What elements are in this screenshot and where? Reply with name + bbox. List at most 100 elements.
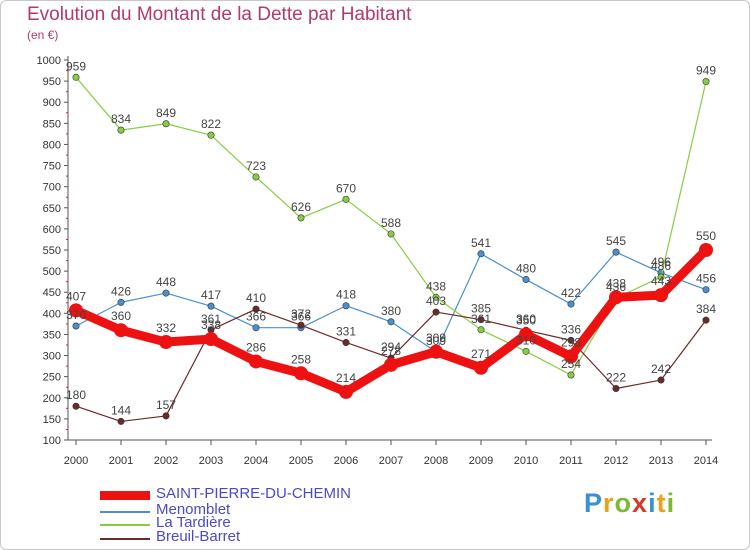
data-label-menomblet: 380 [381, 304, 401, 318]
data-point-menomblet [702, 286, 710, 294]
data-label-saint-pierre-du-chemin: 443 [651, 274, 671, 288]
data-label-menomblet: 545 [606, 234, 626, 248]
data-point-menomblet [387, 318, 395, 326]
y-tick-label: 250 [43, 372, 61, 384]
legend-swatch-breuil-barret [100, 538, 150, 540]
x-tick-label: 2003 [199, 455, 223, 467]
legend-label-menomblet: Menomblet [156, 501, 231, 518]
data-label-la-tardi-re: 834 [111, 112, 131, 126]
data-label-la-tardi-re: 822 [201, 117, 221, 131]
data-point-breuil-barret [252, 305, 260, 313]
y-tick-label: 700 [43, 182, 61, 194]
data-point-menomblet [117, 298, 125, 306]
legend-label-saint-pierre: SAINT-PIERRE-DU-CHEMIN [156, 485, 352, 502]
x-tick-label: 2001 [109, 455, 133, 467]
y-tick-label: 1000 [37, 55, 61, 67]
data-label-saint-pierre-du-chemin: 258 [291, 352, 311, 366]
y-tick-label: 850 [43, 118, 61, 130]
data-label-saint-pierre-du-chemin: 298 [561, 335, 581, 349]
data-label-menomblet: 480 [516, 262, 536, 276]
data-point-saint-pierre-du-chemin [69, 303, 83, 318]
x-tick-label: 2011 [559, 455, 583, 467]
data-point-la-tardi-re [117, 126, 125, 134]
data-point-la-tardi-re [522, 347, 530, 355]
y-tick-label: 500 [43, 266, 61, 278]
y-tick-label: 150 [43, 414, 61, 426]
data-point-la-tardi-re [702, 78, 710, 86]
x-tick-label: 2014 [694, 455, 718, 467]
y-tick-label: 550 [43, 245, 61, 257]
data-point-breuil-barret [297, 321, 305, 329]
data-point-saint-pierre-du-chemin [384, 357, 398, 372]
chart-series [69, 73, 713, 425]
data-label-saint-pierre-du-chemin: 338 [201, 318, 221, 332]
data-label-saint-pierre-du-chemin: 271 [471, 347, 491, 361]
data-label-la-tardi-re: 436 [606, 280, 626, 294]
y-tick-label: 350 [43, 329, 61, 341]
data-label-saint-pierre-du-chemin: 214 [336, 371, 356, 385]
data-label-breuil-barret: 360 [516, 312, 536, 326]
proxiti-logo: Proxiti [584, 488, 675, 519]
data-point-breuil-barret [162, 412, 170, 420]
data-label-breuil-barret: 410 [246, 291, 266, 305]
data-point-la-tardi-re [207, 131, 215, 139]
data-point-saint-pierre-du-chemin [564, 349, 578, 364]
data-point-menomblet [252, 324, 260, 332]
x-tick-label: 2013 [649, 455, 673, 467]
y-tick-label: 600 [43, 224, 61, 236]
data-label-la-tardi-re: 588 [381, 216, 401, 230]
data-point-menomblet [477, 250, 485, 258]
data-label-la-tardi-re: 723 [246, 159, 266, 173]
data-label-menomblet: 418 [336, 288, 356, 302]
data-label-la-tardi-re: 254 [561, 357, 581, 371]
data-point-la-tardi-re [387, 230, 395, 238]
data-point-saint-pierre-du-chemin [159, 335, 173, 350]
data-point-la-tardi-re [477, 326, 485, 334]
chart-axes: 100 150 200 250 300 350 400 450 500 550 600 650 700 7… [37, 55, 719, 467]
data-point-saint-pierre-du-chemin [654, 288, 668, 303]
data-label-menomblet: 448 [156, 275, 176, 289]
data-point-breuil-barret [72, 402, 80, 410]
data-label-breuil-barret: 242 [651, 362, 671, 376]
data-point-breuil-barret [477, 316, 485, 324]
y-tick-label: 300 [43, 351, 61, 363]
data-point-saint-pierre-du-chemin [339, 384, 353, 399]
data-label-breuil-barret: 294 [381, 340, 401, 354]
data-point-menomblet [72, 322, 80, 330]
data-point-saint-pierre-du-chemin [294, 366, 308, 381]
data-label-menomblet: 456 [696, 272, 716, 286]
data-label-la-tardi-re: 486 [651, 259, 671, 273]
data-label-breuil-barret: 144 [111, 403, 131, 417]
y-tick-label: 950 [43, 76, 61, 88]
data-point-la-tardi-re [297, 214, 305, 222]
data-label-menomblet: 422 [561, 286, 581, 300]
data-label-breuil-barret: 361 [201, 312, 221, 326]
x-tick-label: 2010 [514, 455, 538, 467]
data-label-saint-pierre-du-chemin: 309 [426, 331, 446, 345]
logo-letter: i [666, 488, 676, 518]
data-label-breuil-barret: 336 [561, 322, 581, 336]
data-point-saint-pierre-du-chemin [429, 344, 443, 359]
data-point-la-tardi-re [342, 195, 350, 203]
data-label-menomblet: 366 [246, 310, 266, 324]
data-label-menomblet: 417 [201, 288, 221, 302]
data-point-la-tardi-re [657, 273, 665, 281]
legend-label-breuil-barret: Breuil-Barret [156, 528, 241, 545]
data-label-menomblet: 496 [651, 255, 671, 269]
y-tick-label: 200 [43, 393, 61, 405]
logo-letter: i [648, 488, 657, 518]
data-point-saint-pierre-du-chemin [204, 332, 218, 347]
data-point-saint-pierre-du-chemin [249, 354, 263, 369]
data-label-menomblet: 366 [291, 310, 311, 324]
data-point-la-tardi-re [567, 371, 575, 379]
x-tick-label: 2002 [154, 455, 178, 467]
chart-data-labels: 370 426 448 417 366 366 418 380 309 541 480 422 545 4… [66, 59, 716, 417]
y-tick-label: 650 [43, 203, 61, 215]
data-label-saint-pierre-du-chemin: 278 [381, 344, 401, 358]
y-tick-label: 900 [43, 97, 61, 109]
chart-title: Evolution du Montant de la Dette par Hab… [27, 4, 412, 25]
y-tick-label: 400 [43, 308, 61, 320]
x-tick-label: 2007 [379, 455, 403, 467]
x-tick-label: 2005 [289, 455, 313, 467]
